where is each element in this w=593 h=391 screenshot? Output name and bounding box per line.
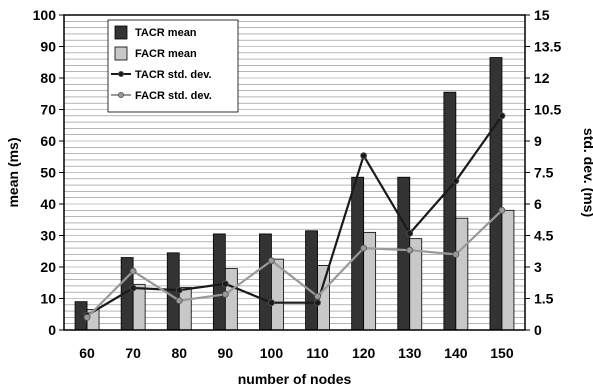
left-tick-label: 60 <box>40 133 56 149</box>
x-tick-label-140: 140 <box>444 345 468 361</box>
line-tacr-std-dev <box>86 115 503 317</box>
x-tick-label-130: 130 <box>398 345 422 361</box>
point-facr-std-dev-80 <box>175 297 183 305</box>
bar-facr-mean-150 <box>501 209 515 331</box>
legend-marker-tacr-std-dev <box>118 71 125 78</box>
point-tacr-std-dev-150 <box>498 112 506 120</box>
x-tick-label-80: 80 <box>171 345 187 361</box>
left-axis-ticks: 0 10 20 30 40 50 60 70 80 90 100 <box>33 7 64 338</box>
point-facr-std-dev-90 <box>221 290 229 298</box>
left-tick-label: 100 <box>33 7 57 23</box>
right-tick-label: 12 <box>534 70 550 86</box>
left-tick-label: 90 <box>40 39 56 55</box>
x-tick-label-70: 70 <box>125 345 141 361</box>
bar-tacr-mean-130 <box>397 176 411 331</box>
bars <box>74 57 515 331</box>
point-facr-std-dev-70 <box>129 267 137 275</box>
point-facr-std-dev-110 <box>314 292 321 300</box>
bar-facr-mean-140 <box>455 217 469 331</box>
point-facr-std-dev-130 <box>406 246 414 254</box>
x-axis-title: number of nodes <box>238 371 352 387</box>
point-facr-std-dev-100 <box>268 257 275 265</box>
right-tick-label: 7.5 <box>534 165 554 181</box>
point-tacr-std-dev-110 <box>314 299 321 307</box>
legend-label-facr-std-dev: FACR std. dev. <box>135 90 212 102</box>
x-tick-label-110: 110 <box>306 345 329 361</box>
legend-swatch-facr-mean <box>114 46 128 61</box>
right-tick-label: 1.5 <box>534 291 554 307</box>
right-tick-label: 9 <box>534 133 542 149</box>
x-tick-label-150: 150 <box>490 345 514 361</box>
point-tacr-std-dev-80 <box>175 286 183 294</box>
x-tick-label-100: 100 <box>260 345 284 361</box>
x-tick-label-60: 60 <box>79 345 95 361</box>
legend-marker-facr-std-dev <box>118 92 125 99</box>
bar-facr-mean-80 <box>178 287 192 331</box>
left-tick-label: 70 <box>40 102 56 118</box>
left-tick-label: 80 <box>40 70 56 86</box>
x-axis-ticks: 60 70 80 90 100 110 120 130 140 150 <box>79 345 514 361</box>
bar-facr-mean-90 <box>224 268 238 331</box>
right-tick-label: 6 <box>534 196 542 212</box>
bar-tacr-mean-100 <box>259 233 272 331</box>
y-axis-title: mean (ms) <box>5 137 21 207</box>
line-facr-std-dev <box>86 209 503 319</box>
x-tick-label-120: 120 <box>352 345 376 361</box>
legend: TACR mean FACR mean TACR std. dev. FACR std… <box>107 19 239 113</box>
series-lines <box>83 112 506 321</box>
left-tick-label: 0 <box>48 322 56 338</box>
point-tacr-std-dev-90 <box>221 280 229 288</box>
right-tick-label: 10.5 <box>534 102 561 118</box>
right-tick-label: 0 <box>534 322 542 338</box>
legend-box <box>107 19 239 113</box>
right-tick-label: 15 <box>534 7 550 23</box>
point-tacr-std-dev-120 <box>360 152 368 160</box>
point-tacr-std-dev-100 <box>268 299 275 307</box>
left-tick-label: 50 <box>40 165 56 181</box>
bar-facr-mean-70 <box>132 283 146 331</box>
point-facr-std-dev-120 <box>360 244 368 252</box>
point-tacr-std-dev-70 <box>129 284 137 292</box>
left-tick-label: 30 <box>40 228 56 244</box>
legend-label-facr-mean: FACR mean <box>135 48 197 60</box>
legend-swatch-tacr-mean <box>114 25 128 40</box>
x-tick-label-90: 90 <box>218 345 234 361</box>
bar-tacr-mean-150 <box>489 57 503 331</box>
point-tacr-std-dev-130 <box>406 229 414 237</box>
point-facr-std-dev-140 <box>452 250 460 258</box>
y2-axis-title: std. dev. (ms) <box>581 128 593 217</box>
legend-label-tacr-std-dev: TACR std. dev. <box>135 69 212 81</box>
bar-tacr-mean-140 <box>443 91 457 331</box>
right-axis-ticks: 0 1.5 3 4.5 6 7.5 9 10.5 12 13.5 15 <box>525 7 561 338</box>
right-tick-label: 4.5 <box>534 228 554 244</box>
left-tick-label: 20 <box>40 259 56 275</box>
point-tacr-std-dev-140 <box>452 177 460 185</box>
right-tick-label: 13.5 <box>534 39 561 55</box>
point-facr-std-dev-150 <box>498 206 506 214</box>
legend-label-tacr-mean: TACR mean <box>135 27 197 39</box>
right-tick-label: 3 <box>534 259 542 275</box>
left-tick-label: 10 <box>40 291 56 307</box>
left-tick-label: 40 <box>40 196 56 212</box>
bar-tacr-mean-110 <box>305 230 318 331</box>
point-facr-std-dev-60 <box>83 313 91 321</box>
